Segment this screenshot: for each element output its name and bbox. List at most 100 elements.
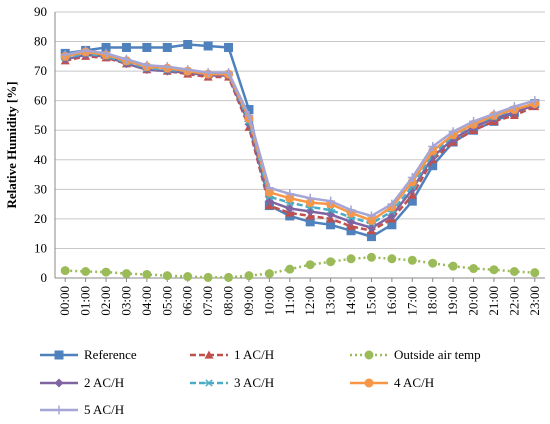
- data-point: [162, 271, 172, 281]
- y-axis-label: Relative Humidity [%]: [4, 81, 19, 208]
- data-point: [387, 220, 397, 230]
- data-point: [142, 42, 152, 52]
- x-tick-label: 21:00: [486, 286, 501, 316]
- data-point: [305, 217, 315, 227]
- data-point: [305, 260, 315, 270]
- data-point: [285, 204, 295, 214]
- data-point: [469, 116, 479, 126]
- data-point: [387, 199, 397, 209]
- data-point: [203, 41, 213, 51]
- data-point: [428, 161, 438, 171]
- x-tick-label: 07:00: [200, 286, 215, 316]
- legend-item: Outside air temp: [350, 347, 481, 362]
- data-point: [204, 350, 214, 359]
- legend-item: 4 AC/H: [350, 375, 434, 390]
- legend-label: 5 AC/H: [84, 402, 124, 417]
- data-point: [60, 50, 70, 60]
- data-point: [224, 68, 234, 78]
- data-point: [244, 105, 254, 115]
- data-point: [407, 173, 417, 183]
- data-point: [264, 183, 274, 193]
- y-tick-label: 10: [34, 240, 47, 255]
- data-point: [101, 267, 111, 277]
- x-tick-label: 22:00: [506, 286, 521, 316]
- x-tick-label: 10:00: [261, 286, 276, 316]
- data-point: [183, 65, 193, 75]
- data-point: [509, 266, 519, 276]
- data-point: [54, 378, 64, 388]
- data-point: [54, 350, 64, 360]
- legend-label: 2 AC/H: [84, 375, 124, 390]
- data-point: [326, 257, 336, 267]
- y-tick-label: 90: [34, 4, 47, 19]
- x-tick-label: 08:00: [221, 286, 236, 316]
- y-tick-label: 60: [34, 93, 47, 108]
- data-point: [366, 232, 376, 242]
- y-tick-label: 20: [34, 211, 47, 226]
- x-tick-label: 13:00: [323, 286, 338, 316]
- data-point: [285, 189, 295, 199]
- data-point: [244, 110, 254, 120]
- data-point: [366, 252, 376, 262]
- data-point: [346, 205, 356, 215]
- x-tick-label: 20:00: [466, 286, 481, 316]
- legend-item: Reference: [40, 347, 137, 362]
- data-point: [387, 254, 397, 264]
- data-point: [204, 379, 214, 387]
- data-point: [448, 127, 458, 137]
- legend-label: Outside air temp: [394, 347, 481, 362]
- data-point: [264, 269, 274, 279]
- x-tick-label: 16:00: [384, 286, 399, 316]
- legend-item: 5 AC/H: [40, 402, 124, 417]
- data-point: [224, 42, 234, 52]
- x-tick-label: 23:00: [527, 286, 542, 316]
- x-tick-label: 03:00: [118, 286, 133, 316]
- legend-item: 3 AC/H: [190, 375, 274, 390]
- data-point: [305, 193, 315, 203]
- series-line: [65, 256, 535, 279]
- data-point: [530, 268, 540, 278]
- data-point: [469, 264, 479, 274]
- data-point: [346, 254, 356, 264]
- x-tick-label: 04:00: [139, 286, 154, 316]
- data-point: [121, 42, 131, 52]
- data-point: [224, 272, 234, 282]
- data-point: [183, 40, 193, 50]
- series-5-ac-h: [60, 45, 540, 221]
- data-point: [101, 48, 111, 58]
- y-tick-label: 40: [34, 152, 47, 167]
- data-point: [203, 272, 213, 282]
- data-point: [142, 60, 152, 70]
- legend: Reference 1 AC/H Outside air temp 2 AC/H 3 A…: [40, 347, 481, 417]
- x-tick-label: 14:00: [343, 286, 358, 316]
- y-tick-label: 50: [34, 122, 47, 137]
- data-point: [448, 261, 458, 271]
- data-point: [489, 265, 499, 275]
- data-point: [285, 264, 295, 274]
- y-tick-label: 70: [34, 63, 47, 78]
- data-point: [346, 226, 356, 236]
- data-point: [60, 266, 70, 276]
- data-point: [203, 68, 213, 78]
- data-point: [326, 220, 336, 230]
- x-tick-label: 02:00: [98, 286, 113, 316]
- y-tick-label: 30: [34, 181, 47, 196]
- data-point: [54, 405, 64, 415]
- x-tick-label: 15:00: [363, 286, 378, 316]
- data-point: [428, 141, 438, 151]
- data-point: [489, 109, 499, 119]
- data-point: [509, 102, 519, 112]
- legend-item: 1 AC/H: [190, 347, 274, 362]
- data-point: [364, 350, 374, 360]
- x-tick-label: 01:00: [78, 286, 93, 316]
- x-tick-label: 05:00: [159, 286, 174, 316]
- data-point: [366, 211, 376, 221]
- data-point: [183, 272, 193, 282]
- data-point: [101, 42, 111, 52]
- series-outside-air-temp: [60, 252, 540, 282]
- data-point: [407, 190, 417, 199]
- data-point: [244, 271, 254, 281]
- data-point: [142, 269, 152, 279]
- x-axis-ticks: 00:00 01:00 02:00 03:00 04:00 05:00 06:00 07:00…: [57, 278, 542, 316]
